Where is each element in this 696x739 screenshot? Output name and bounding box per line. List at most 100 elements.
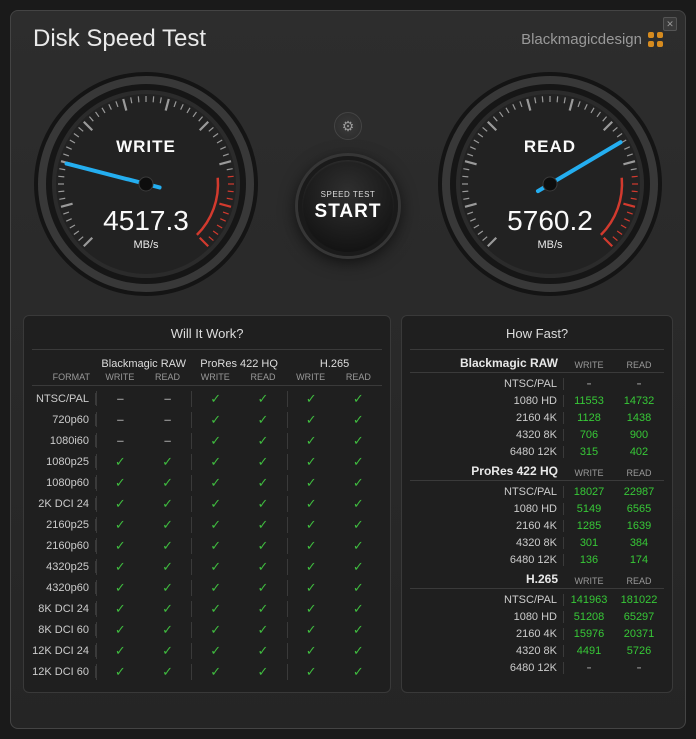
wiw-format: 8K DCI 60 bbox=[32, 624, 96, 636]
hf-read-val: 181022 bbox=[614, 594, 664, 606]
wiw-cell: ✓ bbox=[239, 643, 287, 659]
settings-button[interactable]: ⚙ bbox=[334, 112, 362, 140]
wiw-row: 2K DCI 24✓✓✓✓✓✓ bbox=[32, 493, 382, 514]
close-button[interactable]: ✕ bbox=[663, 17, 677, 31]
wiw-cell: ✓ bbox=[335, 538, 383, 554]
hf-write-val: 301 bbox=[564, 537, 614, 549]
hf-row: 2160 4K1597620371 bbox=[410, 625, 664, 642]
hf-write-val: - bbox=[564, 659, 614, 677]
wiw-cell: ✓ bbox=[144, 559, 192, 575]
wiw-title: Will It Work? bbox=[32, 326, 382, 350]
app-window: ✕ Disk Speed Test Blackmagicdesign WRITE… bbox=[10, 10, 686, 729]
wiw-cell: ✓ bbox=[96, 517, 144, 533]
hf-write-val: 4491 bbox=[564, 645, 614, 657]
hf-read-val: 1639 bbox=[614, 520, 664, 532]
wiw-cell: ✓ bbox=[287, 475, 335, 491]
brand-text: Blackmagicdesign bbox=[521, 31, 642, 48]
wiw-format: 12K DCI 60 bbox=[32, 666, 96, 678]
wiw-cell: ✓ bbox=[239, 454, 287, 470]
wiw-cell: ✓ bbox=[335, 601, 383, 617]
read-gauge-label: READ bbox=[435, 137, 665, 157]
wiw-cell: ✓ bbox=[239, 538, 287, 554]
wiw-cell: ✓ bbox=[287, 643, 335, 659]
wiw-cell: ✓ bbox=[239, 496, 287, 512]
wiw-cell: ✓ bbox=[239, 412, 287, 428]
wiw-cell: ✓ bbox=[191, 433, 239, 449]
hf-row: 1080 HD1155314732 bbox=[410, 392, 664, 409]
hf-read-val: 402 bbox=[614, 446, 664, 458]
hf-row: 4320 8K301384 bbox=[410, 534, 664, 551]
hf-read-val: 65297 bbox=[614, 611, 664, 623]
hf-write-val: 1285 bbox=[564, 520, 614, 532]
wiw-cell: ✓ bbox=[239, 517, 287, 533]
hf-write-val: 18027 bbox=[564, 486, 614, 498]
wiw-codec-0: Blackmagic RAW bbox=[96, 356, 191, 372]
hf-format: 2160 4K bbox=[410, 412, 564, 424]
hf-write-val: 1128 bbox=[564, 412, 614, 424]
will-it-work-panel: Will It Work? Blackmagic RAW ProRes 422 … bbox=[23, 315, 391, 693]
wiw-cell: ✓ bbox=[144, 622, 192, 638]
hf-read-val: 22987 bbox=[614, 486, 664, 498]
wiw-cell: – bbox=[144, 412, 192, 427]
hf-section: Blackmagic RAWWRITEREADNTSC/PAL--1080 HD… bbox=[410, 356, 664, 460]
wiw-cell: ✓ bbox=[96, 559, 144, 575]
hf-row: 6480 12K136174 bbox=[410, 551, 664, 568]
wiw-cell: ✓ bbox=[191, 538, 239, 554]
hf-section-header: H.265WRITEREAD bbox=[410, 572, 664, 589]
wiw-cell: ✓ bbox=[287, 622, 335, 638]
wiw-cell: ✓ bbox=[96, 643, 144, 659]
hf-row: 1080 HD5120865297 bbox=[410, 608, 664, 625]
write-gauge: WRITE 4517.3 MB/s bbox=[31, 69, 261, 299]
wiw-row: 4320p60✓✓✓✓✓✓ bbox=[32, 577, 382, 598]
wiw-cell: ✓ bbox=[287, 454, 335, 470]
wiw-cell: ✓ bbox=[191, 454, 239, 470]
wiw-cell: ✓ bbox=[96, 475, 144, 491]
wiw-cell: ✓ bbox=[239, 559, 287, 575]
hf-format: 4320 8K bbox=[410, 645, 564, 657]
start-big-text: START bbox=[315, 201, 382, 223]
wiw-codec-1: ProRes 422 HQ bbox=[191, 356, 286, 372]
start-button[interactable]: SPEED TEST START bbox=[298, 156, 398, 256]
hf-section: H.265WRITEREADNTSC/PAL1419631810221080 H… bbox=[410, 572, 664, 676]
wiw-cell: ✓ bbox=[239, 475, 287, 491]
wiw-cell: – bbox=[96, 391, 144, 406]
write-gauge-label: WRITE bbox=[31, 137, 261, 157]
wiw-codec-2: H.265 bbox=[287, 356, 382, 372]
hf-codec-name: H.265 bbox=[410, 572, 564, 586]
wiw-format-label: FORMAT bbox=[32, 372, 96, 382]
wiw-cell: – bbox=[144, 391, 192, 406]
wiw-cell: ✓ bbox=[191, 559, 239, 575]
wiw-cell: ✓ bbox=[96, 496, 144, 512]
write-gauge-unit: MB/s bbox=[31, 239, 261, 251]
wiw-body: NTSC/PAL––✓✓✓✓720p60––✓✓✓✓1080i60––✓✓✓✓1… bbox=[32, 388, 382, 682]
wiw-cell: ✓ bbox=[287, 412, 335, 428]
wiw-cell: ✓ bbox=[96, 538, 144, 554]
hf-read-val: 5726 bbox=[614, 645, 664, 657]
hf-codec-name: ProRes 422 HQ bbox=[410, 464, 564, 478]
wiw-codec-header: Blackmagic RAW ProRes 422 HQ H.265 bbox=[32, 356, 382, 372]
hf-title: How Fast? bbox=[410, 326, 664, 350]
wiw-row: 720p60––✓✓✓✓ bbox=[32, 409, 382, 430]
hf-col-read: READ bbox=[614, 360, 664, 370]
wiw-cell: ✓ bbox=[335, 412, 383, 428]
wiw-cell: ✓ bbox=[191, 622, 239, 638]
wiw-cell: ✓ bbox=[239, 580, 287, 596]
hf-write-val: 706 bbox=[564, 429, 614, 441]
read-gauge: READ 5760.2 MB/s bbox=[435, 69, 665, 299]
hf-read-val: 14732 bbox=[614, 395, 664, 407]
hf-read-val: 6565 bbox=[614, 503, 664, 515]
wiw-cell: ✓ bbox=[335, 643, 383, 659]
hf-row: 2160 4K11281438 bbox=[410, 409, 664, 426]
hf-write-val: - bbox=[564, 375, 614, 393]
wiw-format: 1080p25 bbox=[32, 456, 96, 468]
wiw-cell: ✓ bbox=[144, 580, 192, 596]
wiw-format: 2160p60 bbox=[32, 540, 96, 552]
hf-read-val: 384 bbox=[614, 537, 664, 549]
read-gauge-unit: MB/s bbox=[435, 239, 665, 251]
wiw-format: 1080i60 bbox=[32, 435, 96, 447]
wiw-format: 2160p25 bbox=[32, 519, 96, 531]
wiw-row: 4320p25✓✓✓✓✓✓ bbox=[32, 556, 382, 577]
wiw-cell: ✓ bbox=[144, 538, 192, 554]
hf-row: 4320 8K706900 bbox=[410, 426, 664, 443]
hf-row: 6480 12K315402 bbox=[410, 443, 664, 460]
